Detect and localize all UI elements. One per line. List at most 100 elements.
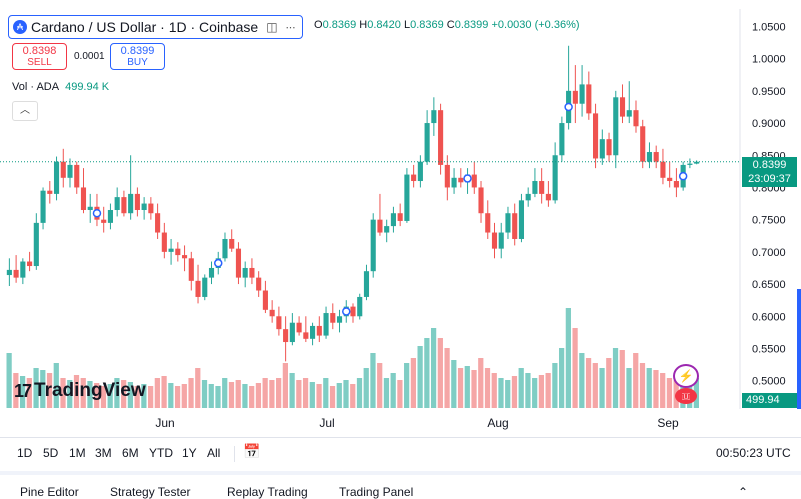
candle-body bbox=[444, 164, 450, 188]
event-marker bbox=[564, 102, 573, 112]
volume-bar bbox=[437, 338, 443, 408]
timeframe-6m[interactable]: 6M bbox=[122, 446, 139, 460]
timeframe-5d[interactable]: 5D bbox=[43, 446, 59, 460]
price-chart[interactable]: 1.05001.00000.95000.90000.85000.80000.75… bbox=[0, 9, 801, 437]
candle-body bbox=[256, 277, 262, 291]
volume-bar bbox=[208, 384, 214, 408]
volume-bar bbox=[215, 386, 221, 408]
event-marker bbox=[342, 307, 351, 316]
volume-label: Vol · ADA bbox=[12, 81, 60, 93]
candle-body bbox=[27, 261, 33, 267]
volume-legend[interactable]: Vol · ADA 499.94 K bbox=[12, 81, 109, 93]
candle-body bbox=[141, 203, 147, 210]
candle-body bbox=[235, 248, 242, 278]
candle-body bbox=[276, 316, 282, 330]
tab-pine-editor[interactable]: Pine Editor bbox=[20, 485, 79, 499]
volume-bar bbox=[592, 363, 598, 408]
candle-body bbox=[599, 139, 605, 159]
candle-body bbox=[310, 325, 316, 339]
candle-body bbox=[303, 332, 309, 339]
volume-bar bbox=[356, 378, 363, 408]
eye-off-icon[interactable]: ◫ bbox=[266, 20, 278, 34]
candle-body bbox=[155, 213, 161, 233]
candle-body bbox=[505, 213, 511, 233]
y-tick-label: 0.7500 bbox=[752, 215, 786, 227]
timeframe-all[interactable]: All bbox=[207, 446, 221, 460]
utc-clock[interactable]: 00:50:23 UTC bbox=[716, 446, 791, 460]
us-flag-icon[interactable]: 🇺 bbox=[675, 388, 697, 404]
volume-bar bbox=[296, 380, 302, 408]
collapse-legend-button[interactable]: ︿ bbox=[12, 101, 38, 121]
volume-bar bbox=[633, 353, 639, 408]
ohlc-low-label: L bbox=[403, 19, 411, 31]
candle-body bbox=[525, 193, 531, 201]
candle-body bbox=[411, 174, 417, 182]
more-options-icon[interactable]: ∙∙∙ bbox=[285, 20, 296, 34]
symbol-title[interactable]: Cardano / US Dollar · 1D · Coinbase bbox=[31, 19, 259, 35]
tab-strategy-tester[interactable]: Strategy Tester bbox=[110, 485, 191, 499]
candle-body bbox=[417, 161, 423, 182]
candle-body bbox=[168, 248, 174, 252]
volume-bar bbox=[505, 380, 511, 408]
y-tick-label: 0.5500 bbox=[752, 343, 786, 355]
volume-bar bbox=[329, 386, 336, 408]
sell-label: SELL bbox=[27, 57, 52, 68]
volume-bar bbox=[94, 383, 100, 408]
right-panel-edge[interactable] bbox=[797, 289, 801, 409]
expand-panel-icon[interactable]: ⌃ bbox=[738, 485, 749, 499]
event-marker bbox=[92, 208, 102, 218]
ohlc-close-label: C bbox=[446, 19, 455, 31]
volume-bar bbox=[154, 378, 160, 408]
volume-bar bbox=[377, 363, 383, 408]
volume-bar bbox=[262, 378, 268, 408]
tradingview-mark-icon: 17 bbox=[14, 380, 32, 401]
timeframe-1m[interactable]: 1M bbox=[69, 446, 86, 460]
volume-bar bbox=[639, 363, 646, 408]
candle-body bbox=[107, 210, 113, 223]
volume-bar bbox=[181, 384, 187, 408]
volume-bar bbox=[147, 386, 154, 408]
y-tick-label: 1.0500 bbox=[752, 21, 786, 33]
toolbar-divider bbox=[234, 446, 235, 462]
tab-replay-trading[interactable]: Replay Trading bbox=[227, 485, 308, 499]
candle-body bbox=[195, 280, 201, 297]
tab-trading-panel[interactable]: Trading Panel bbox=[339, 485, 414, 499]
candle-body bbox=[660, 161, 666, 178]
tradingview-wordmark: TradingView bbox=[34, 380, 146, 401]
buy-button[interactable]: 0.8399 BUY bbox=[110, 43, 165, 70]
volume-bar bbox=[141, 384, 147, 408]
candle-body bbox=[188, 258, 194, 281]
volume-bar bbox=[195, 368, 201, 408]
candle-body bbox=[687, 163, 693, 165]
candle-body bbox=[579, 84, 585, 104]
calendar-goto-icon[interactable]: 📅 bbox=[243, 443, 261, 459]
candle-body bbox=[431, 110, 437, 124]
volume-bar bbox=[653, 370, 659, 408]
chart-area[interactable]: 1.05001.00000.95000.90000.85000.80000.75… bbox=[0, 9, 801, 430]
volume-bar bbox=[282, 363, 288, 408]
volume-bar bbox=[255, 383, 262, 408]
candle-body bbox=[619, 97, 626, 117]
top-strip bbox=[0, 0, 801, 9]
timeframe-1d[interactable]: 1D bbox=[17, 446, 33, 460]
volume-bar bbox=[559, 348, 565, 408]
sell-button[interactable]: 0.8398 SELL bbox=[12, 43, 67, 70]
y-tick-label: 0.7000 bbox=[752, 247, 786, 259]
volume-bar bbox=[134, 386, 140, 408]
volume-bar bbox=[174, 386, 181, 408]
candle-body bbox=[491, 232, 498, 249]
candle-body bbox=[6, 269, 12, 276]
volume-bar bbox=[80, 378, 86, 408]
ohlc-open-label: O bbox=[314, 19, 323, 31]
volume-bar bbox=[666, 378, 673, 408]
candle-body bbox=[229, 238, 235, 249]
timeframe-3m[interactable]: 3M bbox=[95, 446, 112, 460]
candle-body bbox=[424, 123, 430, 162]
events-rocket-icon[interactable]: ⚡ bbox=[673, 364, 699, 388]
timeframe-1y[interactable]: 1Y bbox=[182, 446, 197, 460]
volume-bar bbox=[228, 382, 235, 408]
candle-body bbox=[518, 200, 525, 239]
symbol-legend[interactable]: ₳ Cardano / US Dollar · 1D · Coinbase ◫ … bbox=[8, 15, 303, 39]
timeframe-ytd[interactable]: YTD bbox=[149, 446, 173, 460]
candle-body bbox=[87, 206, 93, 210]
